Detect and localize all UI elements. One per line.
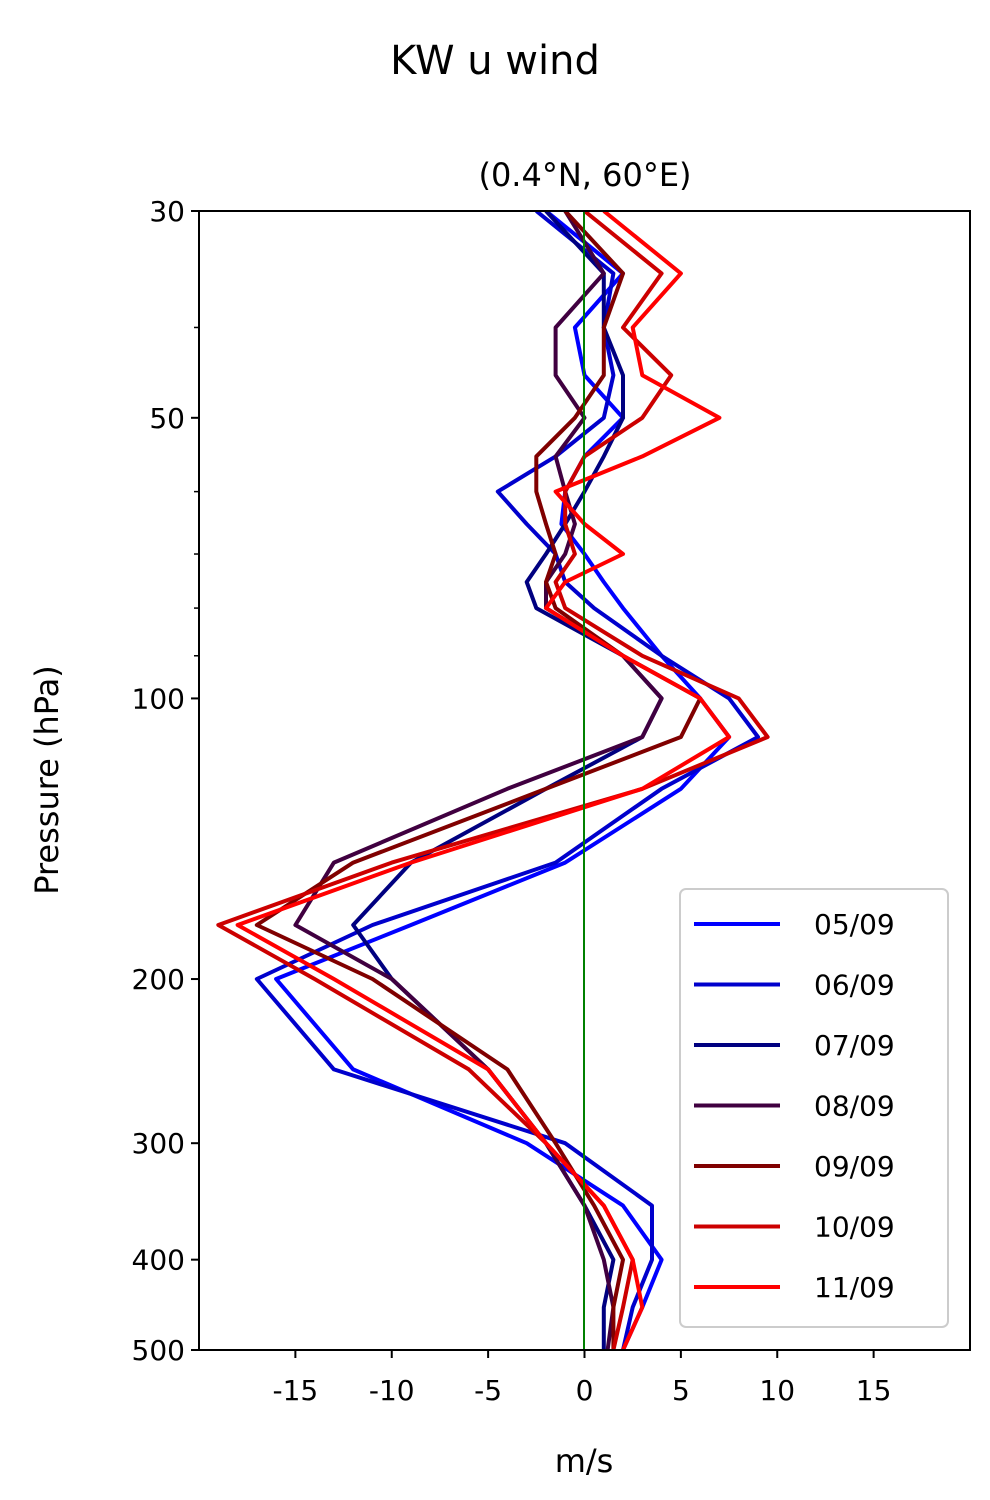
x-axis-ticks: -15 -10 -5 0 5 10 15 [273,1350,892,1407]
y-tick-label: 30 [149,195,185,228]
x-tick-label: 5 [672,1374,690,1407]
y-axis-ticks: 30 50 100 200 300 400 500 [132,195,199,1367]
chart-title: KW u wind [390,38,600,84]
y-axis-label: Pressure (hPa) [28,665,66,895]
chart-subtitle: (0.4°N, 60°E) [478,156,691,194]
legend-label: 05/09 [814,908,895,941]
x-tick-label: 10 [759,1374,795,1407]
x-tick-label: 15 [856,1374,892,1407]
y-tick-label: 100 [132,682,185,715]
legend-label: 07/09 [814,1029,895,1062]
x-tick-label: 0 [576,1374,594,1407]
series-line-6 [235,211,732,1350]
y-tick-label: 50 [149,402,185,435]
legend-label: 09/09 [814,1150,895,1183]
legend-label: 06/09 [814,969,895,1002]
y-tick-label: 500 [132,1334,185,1367]
y-tick-label: 200 [132,963,185,996]
series-line-3 [293,211,664,1350]
series-line-4 [254,211,703,1350]
x-tick-label: -10 [369,1374,415,1407]
y-tick-label: 400 [132,1244,185,1277]
legend-label: 10/09 [814,1211,895,1244]
series-line-0 [274,211,732,1350]
x-tick-label: -15 [273,1374,319,1407]
x-axis-label: m/s [555,1442,614,1480]
legend-label: 11/09 [814,1271,895,1304]
series-layer [216,211,770,1350]
legend-box [679,888,949,1328]
legend-label: 08/09 [814,1090,895,1123]
x-tick-label: -5 [474,1374,502,1407]
legend: 05/09 06/09 07/09 08/09 09/09 10/09 11/09 [679,888,949,1328]
y-tick-label: 300 [132,1127,185,1160]
